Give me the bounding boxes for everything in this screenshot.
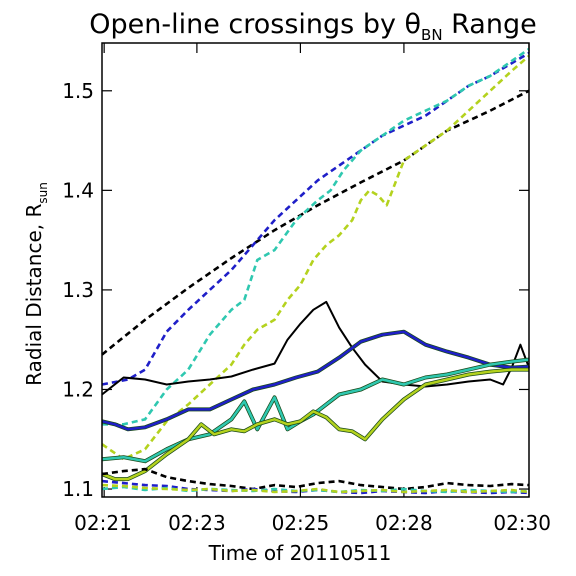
x-tick-label: 02:30: [493, 511, 551, 535]
chart-title: Open-line crossings by θBN Range: [89, 9, 536, 44]
x-axis-label: Time of 20110511: [208, 541, 392, 565]
series-line-dashed-black: [101, 467, 530, 491]
series-line-dashed-blue: [101, 51, 530, 386]
series-line-dashed-teal: [102, 47, 530, 426]
series-line-dashed-black: [101, 89, 530, 356]
x-tick-label: 02:21: [74, 511, 132, 535]
y-tick-label: 1.3: [62, 278, 94, 302]
plot-frame: [101, 42, 530, 498]
y-tick-label: 1.1: [62, 477, 94, 501]
x-tick-label: 02:28: [375, 511, 433, 535]
series-line-dashed-yellow: [101, 54, 530, 461]
x-tick-label: 02:23: [168, 511, 226, 535]
series-group: [101, 47, 530, 495]
y-tick-label: 1.5: [62, 79, 94, 103]
series-line-solid-blue: [101, 330, 530, 431]
series-line-solid-black: [101, 300, 530, 396]
series-line-outline-yellow: [101, 367, 529, 482]
x-tick-label: 02:25: [272, 511, 330, 535]
series-line-solid-yellow: [101, 368, 529, 481]
series-line-dashed-yellow: [101, 483, 530, 494]
axis-ticks: 1.1 1.2 1.3 1.4 1.5 02:21 02:23 02:25 02:28 02:30: [62, 43, 551, 535]
y-tick-label: 1.4: [62, 178, 94, 202]
y-tick-label: 1.2: [62, 377, 94, 401]
y-axis-label: Radial Distance, Rsun: [22, 182, 50, 386]
